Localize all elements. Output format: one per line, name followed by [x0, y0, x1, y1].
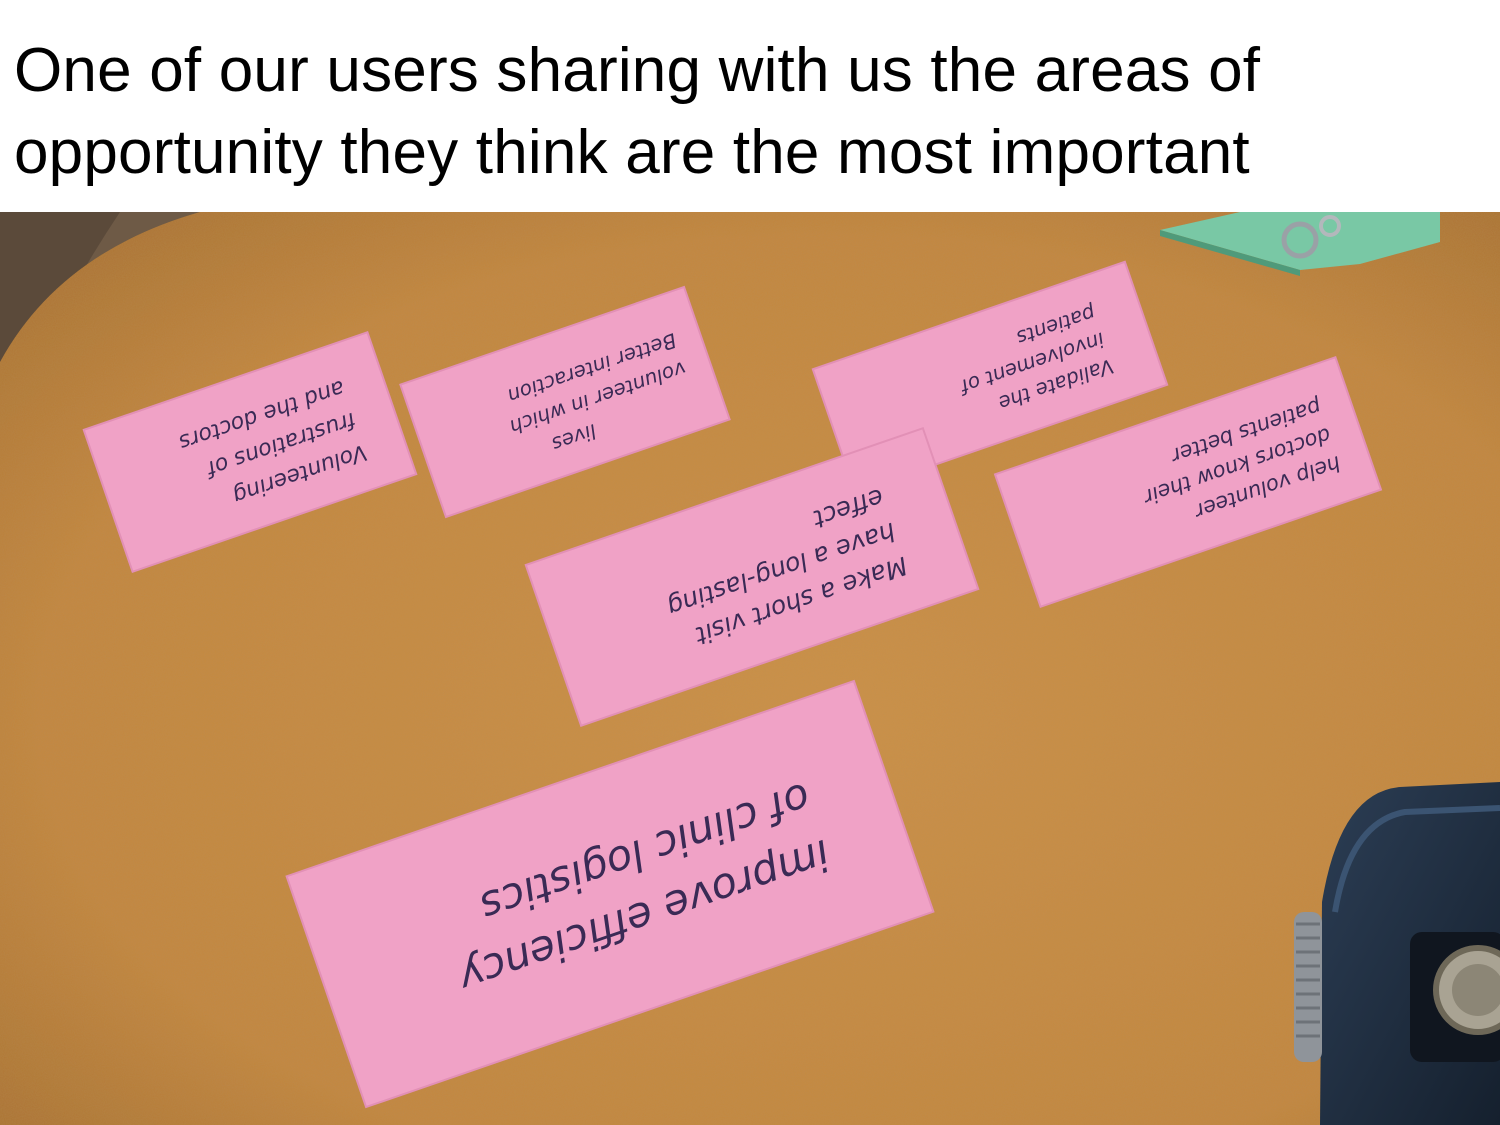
dark-bag	[1294, 782, 1500, 1125]
green-wallet	[1160, 212, 1440, 276]
slide-title: One of our users sharing with us the are…	[14, 36, 1261, 187]
sticky-card-5: Make a short visit have a long-lasting e…	[524, 426, 980, 728]
sticky-card-4: help volunteer doctors know their patien…	[993, 355, 1383, 609]
photo-table-cards: Volunteering frustrations of and the doc…	[0, 212, 1500, 1125]
sticky-card-1: Volunteering frustrations of and the doc…	[82, 330, 418, 574]
sticky-card-3: Validate the involvement of patients	[811, 260, 1169, 494]
sticky-card-6: improve efficiency of clinic logistics	[285, 679, 935, 1109]
sticky-card-2: lives volunteer in which Better interact…	[399, 285, 731, 519]
